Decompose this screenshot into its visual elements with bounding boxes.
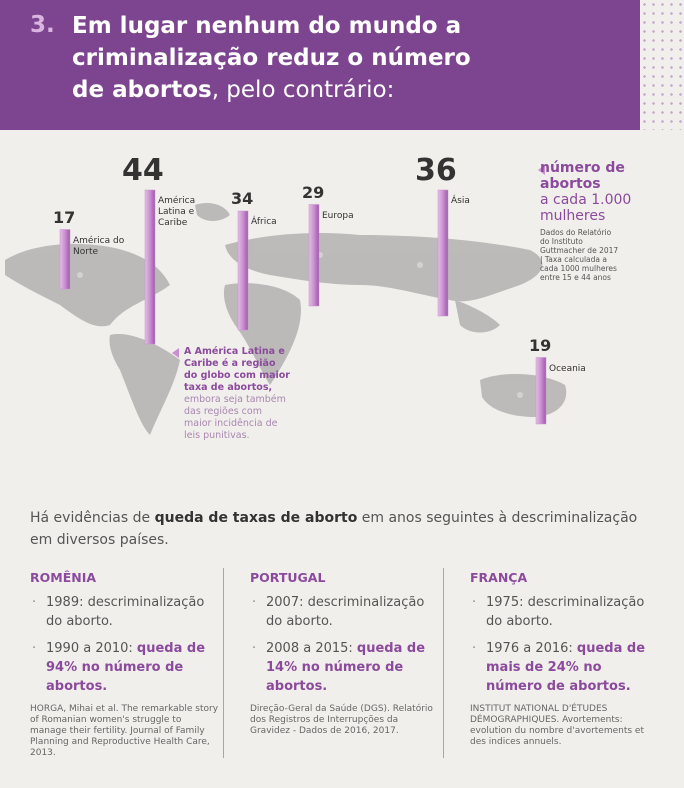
country-source: INSTITUT NATIONAL D'ÉTUDES DÉMOGRAPHIQUE… — [470, 704, 644, 747]
country-column: FRANÇA 1975: descriminalização do aborto.… — [470, 570, 660, 748]
item-text: 2007: descriminalização do aborto. — [266, 595, 425, 629]
intro-text: em anos seguintes à descriminalização em… — [30, 510, 638, 548]
legend-bold: número de abortos — [540, 160, 625, 192]
item-text: 1976 a 2016: — [486, 641, 573, 656]
intro-text: Há evidências de — [30, 510, 151, 526]
bar-value-label: 44 — [122, 153, 164, 188]
header: 3. Em lugar nenhum do mundo a criminaliz… — [0, 0, 640, 130]
bar — [144, 189, 156, 345]
bar-value-label: 36 — [415, 153, 457, 188]
bar — [59, 229, 71, 290]
country-item: 1990 a 2010: queda de 94% no número de a… — [30, 639, 220, 696]
bar-value-label: 34 — [231, 189, 254, 208]
continents — [5, 203, 567, 435]
bar — [237, 210, 249, 331]
intro-bold: queda de taxas de aborto — [154, 510, 358, 526]
title-rest: , pelo contrário: — [211, 77, 395, 103]
bar-value-label: 17 — [53, 207, 76, 227]
country-item: 1976 a 2016: queda de mais de 24% no núm… — [470, 639, 660, 696]
item-bold: queda de 14% no número de abortos. — [266, 641, 426, 694]
bar — [437, 189, 449, 317]
decoration-dots — [640, 0, 684, 130]
bar-value-label: 19 — [529, 335, 552, 355]
legend-arrow — [538, 165, 545, 175]
item-text: 1989: descriminalização do aborto. — [46, 595, 205, 629]
item-bold: queda de mais de 24% no número de aborto… — [486, 641, 646, 694]
section-number: 3. — [30, 12, 55, 38]
legend: número de abortos a cada 1.000 mulheres … — [540, 160, 660, 282]
region-label: Oceania — [549, 363, 586, 374]
callout-bold: A América Latina e Caribe é a região do … — [184, 346, 290, 393]
country-column: ROMÊNIA 1989: descriminalização do aborto… — [30, 570, 220, 759]
callout-arrow — [172, 348, 179, 358]
country-name: ROMÊNIA — [30, 570, 97, 585]
country-items: 1989: descriminalização do aborto. 1990 a… — [30, 593, 220, 696]
column-separator — [223, 568, 224, 758]
legend-text: a cada 1.000 mulheres — [540, 192, 632, 224]
item-text: 1990 a 2010: — [46, 641, 133, 656]
country-item: 2007: descriminalização do aborto. — [250, 593, 440, 631]
bar — [308, 204, 320, 307]
region-label: África — [251, 217, 277, 227]
country-name: PORTUGAL — [250, 570, 326, 585]
country-items: 1975: descriminalização do aborto. 1976 a… — [470, 593, 660, 696]
callout: A América Latina e Caribe é a região do … — [184, 346, 292, 442]
country-items: 2007: descriminalização do aborto. 2008 a… — [250, 593, 440, 696]
country-item: 1989: descriminalização do aborto. — [30, 593, 220, 631]
column-separator — [443, 568, 444, 758]
country-column: PORTUGAL 2007: descriminalização do abort… — [250, 570, 440, 737]
country-source: Direção-Geral da Saúde (DGS). Relatório … — [250, 704, 433, 736]
bar — [535, 357, 547, 425]
legend-note: Dados do Relatório do Instituto Guttmach… — [540, 228, 619, 282]
intro: Há evidências de queda de taxas de abort… — [30, 507, 660, 551]
title-bold: Em lugar nenhum do mundo a criminalizaçã… — [72, 13, 471, 103]
country-item: 1975: descriminalização do aborto. — [470, 593, 660, 631]
region-label: América Latina e Caribe — [158, 196, 196, 228]
world-map — [5, 189, 567, 435]
item-text: 1975: descriminalização do aborto. — [486, 595, 645, 629]
callout-text: embora seja também das regiões com maior… — [184, 394, 286, 441]
bar-value-label: 29 — [302, 182, 325, 202]
country-item: 2008 a 2015: queda de 14% no número de a… — [250, 639, 440, 696]
region-label: Europa — [322, 210, 354, 221]
header-title: Em lugar nenhum do mundo a criminalizaçã… — [72, 10, 492, 106]
region-label: América do Norte — [73, 235, 125, 257]
region-label: Ásia — [451, 196, 470, 206]
item-text: 2008 a 2015: — [266, 641, 353, 656]
country-source: HORGA, Mihai et al. The remarkable story… — [30, 704, 219, 758]
item-bold: queda de 94% no número de abortos. — [46, 641, 206, 694]
country-name: FRANÇA — [470, 570, 528, 585]
